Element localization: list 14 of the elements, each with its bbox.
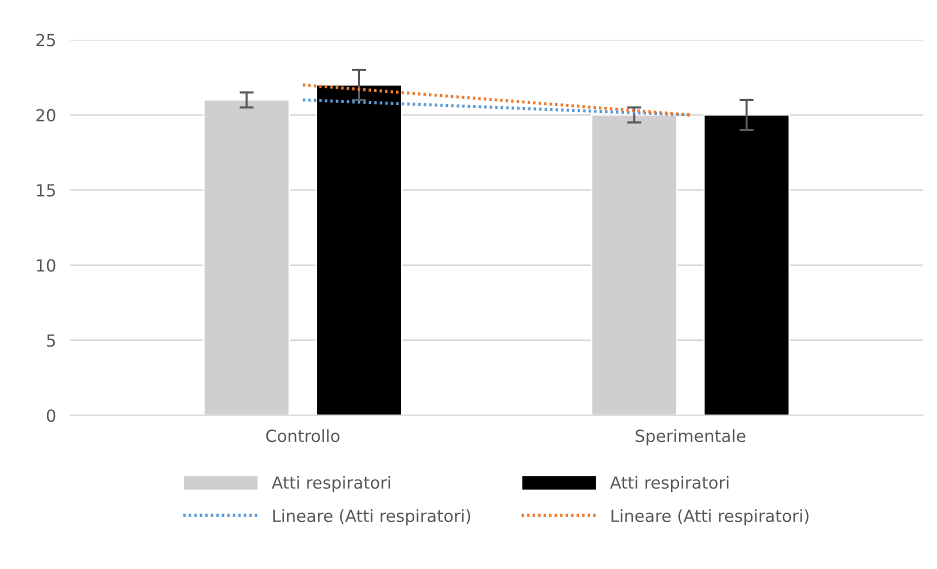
y-tick-label: 0 xyxy=(46,409,56,422)
y-tick-label: 10 xyxy=(37,259,56,272)
legend-label: Atti respiratori xyxy=(610,476,728,492)
bar xyxy=(316,84,402,416)
legend-label: Atti respiratori xyxy=(272,476,390,492)
legend-label: Lineare (Atti respiratori) xyxy=(612,509,809,526)
y-tick-label: 5 xyxy=(47,334,55,347)
y-tick-label: 15 xyxy=(37,184,55,197)
y-tick-label: 20 xyxy=(36,108,56,122)
bar xyxy=(703,114,790,416)
x-tick-label: Controllo xyxy=(266,429,340,442)
legend-label: Lineare (Atti respiratori) xyxy=(273,509,470,526)
y-tick-label: 25 xyxy=(36,34,55,46)
x-tick-label: Sperimentale xyxy=(636,429,746,446)
